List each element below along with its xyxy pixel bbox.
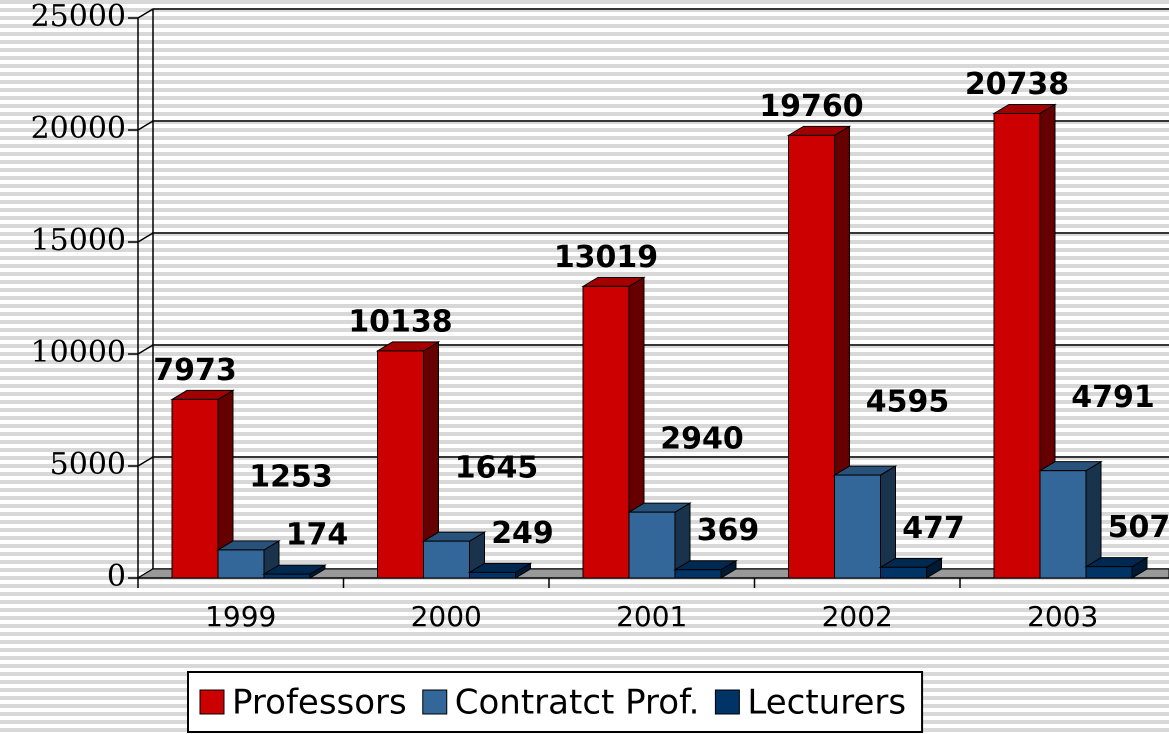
data-label: 249 [491,516,554,551]
bar-group [673,559,738,579]
x-tick-label: 2001 [616,600,687,633]
grid-depth [137,8,154,19]
data-label: 7973 [153,353,237,388]
bar [834,474,881,579]
legend-label: Contratct Prof. [455,683,700,723]
bar [1085,566,1133,579]
data-label: 4595 [866,385,950,420]
grid-depth [137,232,154,243]
legend: Professors Contratct Prof. Lecturers [187,671,924,733]
data-label: 19760 [759,89,863,124]
bar-group [375,341,441,579]
x-tick-label: 2000 [411,600,482,633]
legend-box [187,671,924,733]
bar-group [216,540,281,579]
bar [674,569,722,579]
data-label: 369 [697,513,760,548]
data-label: 13019 [554,240,658,275]
legend-label: Lecturers [747,683,906,723]
bar [1039,470,1087,579]
bar [469,571,516,579]
x-tick-label: 2002 [822,600,893,633]
bar-group [1084,556,1149,579]
legend-swatch [714,689,740,715]
bar-group [832,465,898,579]
y-tick-label: 15000 [31,223,126,258]
bar-group [992,103,1057,579]
bar [217,549,265,579]
data-label: 2940 [660,422,744,457]
y-tick-label: 0 [107,559,126,594]
legend-swatch [422,689,448,715]
bar-group [581,276,646,579]
grid-depth [137,120,154,131]
data-label: 507 [1108,510,1169,545]
bar-group [786,125,852,579]
x-tick-label: 2003 [1027,600,1098,633]
bar-group [1038,460,1103,579]
grid-depth [137,456,154,467]
data-label: 20738 [965,67,1069,102]
bar [628,511,676,579]
bar-group [262,564,327,579]
legend-label: Professors [232,683,407,723]
grid-depth [137,344,154,355]
bar-group [878,557,944,579]
y-tick-label: 5000 [50,447,126,482]
bar [263,573,311,579]
bar [993,112,1041,579]
bar [423,540,470,579]
bar-group [627,502,692,579]
data-label: 1645 [455,451,539,486]
bar [171,398,219,579]
bar [880,566,927,579]
y-tick-label: 25000 [31,0,126,34]
x-tick-label: 1999 [205,600,276,633]
data-label: 10138 [348,304,452,339]
data-label: 1253 [249,459,333,494]
bar [377,350,424,579]
y-tick-label: 10000 [31,335,126,370]
y-tick-label: 20000 [31,111,126,146]
bar [582,285,630,579]
bar-group [170,389,235,579]
bar [788,134,835,579]
data-label: 174 [286,518,349,553]
bar-group [467,562,533,579]
data-label: 477 [902,511,965,546]
legend-swatch [199,689,225,715]
data-label: 4791 [1071,380,1155,415]
